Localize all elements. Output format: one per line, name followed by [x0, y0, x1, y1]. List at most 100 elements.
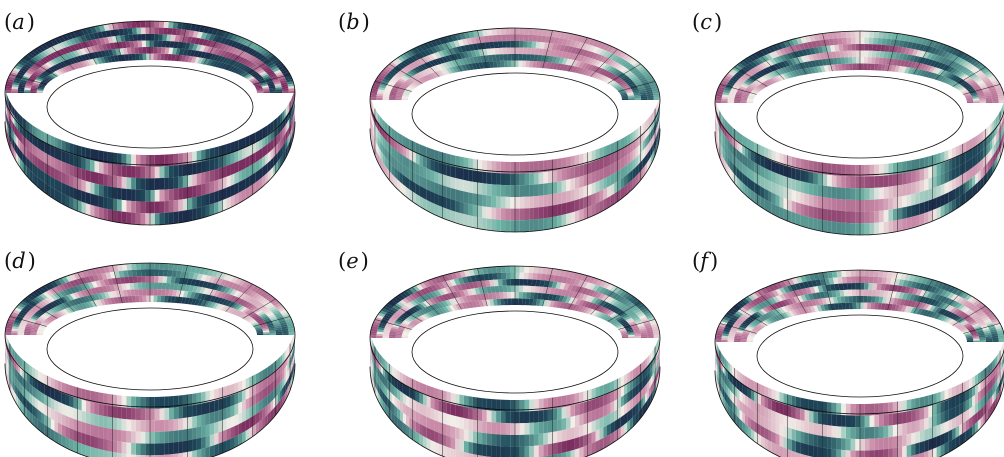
ring-cell: [382, 68, 391, 73]
ring-cell: [605, 52, 614, 59]
ring-cell: [803, 61, 810, 69]
ring-cell: [222, 155, 227, 168]
ring-cell: [620, 157, 625, 170]
ring-cell: [813, 218, 818, 231]
ring-cell: [81, 270, 89, 278]
ring-cell: [234, 392, 239, 405]
ring-cell: [431, 297, 440, 304]
ring-cell: [619, 52, 628, 59]
ring-cell: [8, 364, 10, 375]
ring-cell: [933, 48, 941, 56]
ring-cell: [800, 192, 805, 205]
ring-cell: [446, 153, 451, 166]
ring-cell: [181, 297, 187, 304]
ring-cell: [810, 60, 817, 68]
ring-cell: [267, 82, 275, 86]
ring-cell: [432, 72, 440, 78]
ring-cell: [758, 84, 766, 89]
ring-cell: [99, 299, 106, 306]
ring-cell: [283, 383, 286, 395]
ring-cell: [74, 298, 82, 305]
ring-cell: [757, 143, 761, 156]
ring-cell: [276, 315, 284, 320]
ring-cell: [245, 145, 250, 158]
ring-cell: [639, 92, 647, 95]
ring-cell: [32, 124, 35, 137]
ring-cell: [370, 97, 372, 107]
ring-cell: [261, 74, 270, 79]
ring-cell: [184, 42, 191, 50]
ring-cell: [236, 311, 245, 317]
ring-cell: [845, 187, 851, 200]
ring-cell: [9, 314, 18, 319]
ring-cell: [392, 324, 400, 328]
ring-cell: [624, 78, 632, 83]
ring-cell: [275, 329, 283, 332]
ring-cell: [257, 69, 265, 75]
ring-cell: [754, 80, 762, 85]
ring-cell: [566, 156, 571, 169]
ring-cell: [241, 420, 246, 434]
ring-cell: [397, 327, 405, 331]
ring-cell: [249, 164, 253, 177]
ring-cell: [464, 302, 471, 309]
ring-cell: [54, 389, 59, 402]
ring-cell: [793, 50, 801, 58]
ring-cell: [625, 63, 633, 69]
ring-cell: [249, 426, 253, 440]
ring-cell: [610, 142, 615, 155]
ring-cell: [768, 45, 776, 53]
ring-cell: [145, 27, 150, 35]
ring-cell: [561, 191, 567, 204]
ring-cell: [291, 126, 293, 138]
ring-cell: [928, 177, 933, 190]
ring-cell: [954, 77, 962, 83]
ring-cell: [80, 41, 87, 49]
ring-cell: [972, 165, 976, 178]
ring-cell: [274, 85, 282, 88]
ring-cell: [259, 128, 263, 141]
ring-cell: [578, 48, 585, 56]
ring-cell: [595, 73, 603, 80]
ring-cell: [242, 301, 250, 307]
ring-cell: [90, 204, 95, 218]
ring-cell: [54, 379, 59, 392]
ring-cell: [6, 362, 7, 374]
panel-label-d: (d): [4, 249, 36, 273]
ring-cell: [12, 372, 15, 384]
ring-cell: [17, 331, 25, 334]
ring-cell: [448, 60, 456, 68]
ring-cell: [98, 24, 106, 32]
ring-cell: [486, 172, 492, 185]
ring-cell: [65, 39, 73, 47]
ring-cell: [173, 41, 179, 49]
ring-cell: [121, 407, 127, 420]
ring-cell: [244, 74, 252, 79]
ring-cell: [957, 65, 965, 72]
ring-cell: [815, 53, 822, 60]
ring-cell: [36, 331, 44, 333]
ring-cell: [813, 183, 818, 197]
ring-cell: [51, 287, 60, 294]
ring-cell: [472, 43, 479, 51]
ring-cell: [980, 167, 984, 180]
ring-cell: [496, 173, 501, 185]
ring-cell: [630, 150, 633, 163]
ring-cell: [472, 158, 478, 172]
ring-cell: [252, 58, 261, 64]
ring-cell: [815, 40, 822, 48]
ring-cell: [234, 55, 242, 62]
ring-cell: [236, 49, 244, 56]
ring-cell: [959, 154, 963, 167]
ring-cell: [384, 121, 388, 133]
ring-cell: [159, 154, 165, 167]
ring-cell: [595, 148, 600, 161]
ring-cell: [90, 148, 95, 161]
ring-cell: [726, 137, 728, 149]
ring-cell: [273, 164, 276, 177]
ring-cell: [227, 59, 235, 66]
ring-cell: [267, 296, 276, 303]
ring-cell: [557, 50, 564, 58]
ring-cell: [46, 317, 55, 322]
ring-cell: [519, 161, 525, 174]
